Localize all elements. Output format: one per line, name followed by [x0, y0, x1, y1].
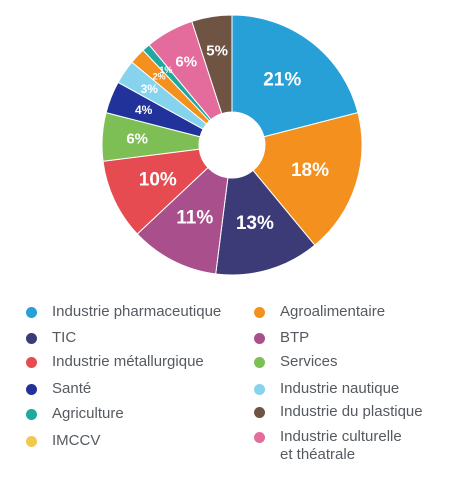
slice-label-2: 13% [236, 213, 274, 234]
legend-label: Santé [52, 380, 92, 397]
legend-item-agroalimentaire: Agroalimentaire [254, 303, 385, 321]
legend-item-industrie-metallurgique: Industrie métallurgique [26, 353, 204, 371]
legend-label: Services [280, 353, 338, 370]
legend-item-sante: Santé [26, 380, 91, 398]
legend-dot-icon [254, 333, 265, 344]
legend-label: BTP [280, 329, 310, 346]
legend-dot-icon [26, 384, 37, 395]
legend-item-industrie-nautique: Industrie nautique [254, 380, 399, 398]
legend-label: Industrie pharmaceutique [52, 303, 222, 320]
legend-label: Industrie du plastique [280, 403, 423, 420]
legend-label: IMCCV [52, 432, 101, 449]
legend-dot-icon [254, 357, 265, 368]
legend-dot-icon [26, 307, 37, 318]
legend-dot-icon [254, 432, 265, 443]
legend-item-industrie-culturelle-et-theatrale: Industrie culturelle et théatrale [254, 428, 402, 464]
legend-dot-icon [26, 409, 37, 420]
slice-label-1: 18% [291, 160, 329, 181]
legend-item-industrie-pharmaceutique: Industrie pharmaceutique [26, 303, 221, 321]
donut-chart: 21%18%13%11%10%6%4%3%2%1% 6%5% [101, 14, 363, 276]
slice-label-0: 21% [263, 70, 301, 91]
slice-label-3: 11% [176, 208, 213, 229]
slice-label-9: 1% [159, 65, 172, 75]
legend-label: TIC [52, 329, 77, 346]
legend-dot-icon [26, 333, 37, 344]
slice-label-5: 6% [126, 131, 148, 148]
legend-label: Industrie nautique [280, 380, 400, 397]
legend-label: Industrie culturelle et théatrale [280, 428, 402, 463]
slice-label-7: 3% [141, 82, 159, 96]
legend-dot-icon [26, 357, 37, 368]
slice-label-11: 5% [206, 43, 228, 60]
donut-slice-11 [191, 14, 233, 115]
donut-slice-3 [136, 166, 229, 275]
slice-label-6: 4% [135, 103, 153, 117]
legend-dot-icon [26, 436, 37, 447]
donut-slice-2 [215, 169, 316, 276]
donut-slice-labels: 21%18%13%11%10%6%4%3%2%1% 6%5% [126, 43, 329, 235]
donut-slice-1 [252, 112, 363, 246]
legend-item-tic: TIC [26, 329, 76, 347]
legend-item-services: Services [254, 353, 338, 371]
slice-label-10: 6% [175, 53, 197, 70]
chart-legend: Industrie pharmaceutique Agroalimentaire… [0, 298, 457, 482]
legend-item-industrie-du-plastique: Industrie du plastique [254, 403, 423, 421]
legend-label: Agriculture [52, 405, 124, 422]
donut-slices [101, 14, 363, 276]
donut-slice-0 [231, 14, 359, 138]
slice-label-8: 2% [153, 72, 166, 82]
legend-label: Industrie métallurgique [52, 353, 204, 370]
legend-dot-icon [254, 307, 265, 318]
legend-dot-icon [254, 384, 265, 395]
legend-dot-icon [254, 407, 265, 418]
slice-label-4: 10% [139, 169, 177, 190]
legend-item-btp: BTP [254, 329, 309, 347]
legend-item-agriculture: Agriculture [26, 405, 124, 423]
legend-label: Agroalimentaire [280, 303, 386, 320]
legend-item-imccv: IMCCV [26, 432, 100, 450]
